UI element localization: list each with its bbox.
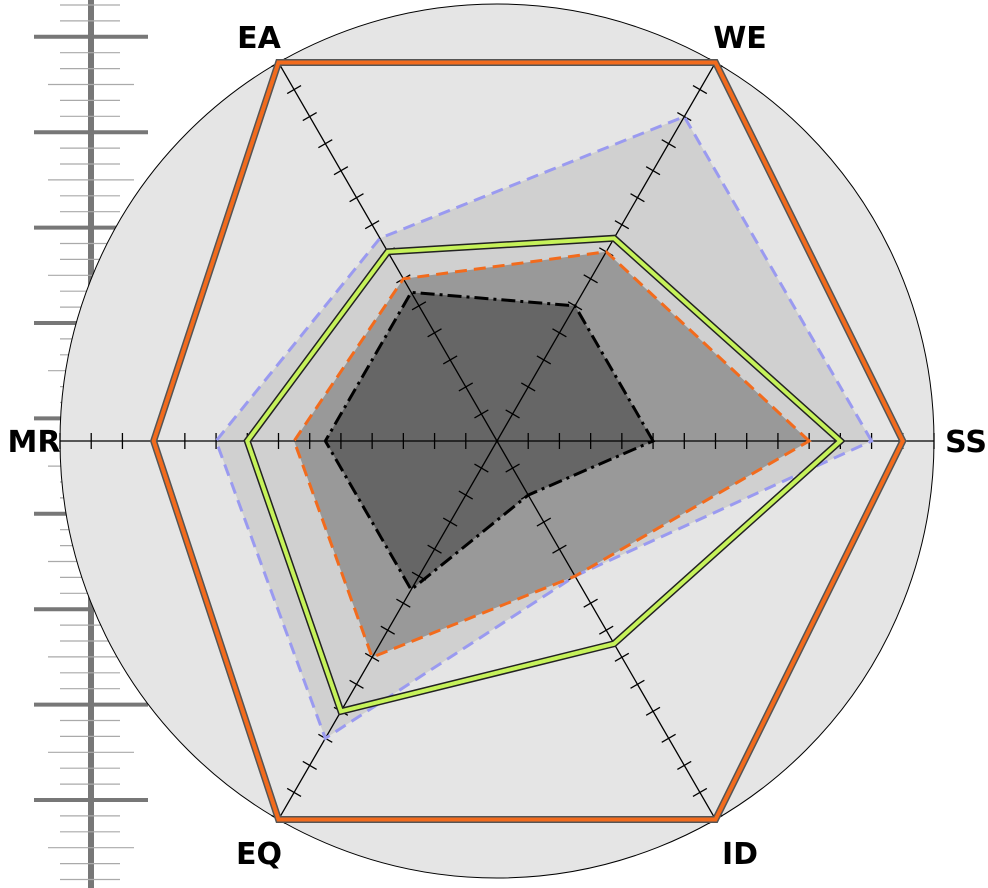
axis-tick (505, 463, 520, 473)
series-lines (149, 59, 907, 823)
axis-tick (630, 193, 645, 203)
axis-tick (474, 463, 489, 473)
axis-tick (302, 112, 317, 122)
axis-tick (302, 760, 317, 770)
axis-tick (614, 220, 630, 230)
axis-label-MR: MR (8, 425, 61, 460)
axis-tick (442, 517, 458, 527)
axis-tick (318, 139, 333, 149)
axis-tick (364, 220, 380, 230)
axis-tick (349, 679, 364, 689)
axis-tick (536, 517, 552, 527)
axis-tick (630, 679, 645, 689)
axis-tick (645, 706, 661, 716)
axis-tick (396, 598, 411, 608)
series-line-3 (292, 250, 812, 660)
axis-tick (458, 382, 474, 392)
axis-tick (552, 544, 567, 554)
axis-tick (349, 193, 364, 203)
axis-tick (427, 544, 442, 554)
axis-tick (677, 760, 692, 770)
axis-tick (333, 166, 349, 176)
axis-tick (505, 409, 520, 419)
axis-tick (583, 274, 598, 284)
axis-tick (364, 652, 380, 662)
axis-tick (520, 382, 536, 392)
axis-tick (645, 166, 661, 176)
axis-tick (661, 733, 676, 743)
series-line-0 (151, 60, 906, 822)
axis-tick (411, 301, 427, 311)
axis-tick (692, 787, 708, 797)
axis-tick (442, 355, 458, 365)
axis-label-EQ: EQ (236, 837, 282, 872)
axis-tick (692, 85, 708, 95)
axis-tick (552, 328, 567, 338)
axis-tick (583, 598, 598, 608)
axis-tick (286, 85, 302, 95)
axis-labels: SS WE EA MR EQ ID (8, 21, 987, 872)
axis-tick (458, 490, 474, 500)
axis-tick (427, 328, 442, 338)
axis-tick (536, 355, 552, 365)
axis-tick (661, 139, 676, 149)
axis-tick (598, 625, 614, 635)
series-line-2 (245, 236, 844, 714)
axis-label-EA: EA (237, 21, 281, 56)
axis-tick (286, 787, 302, 797)
axis-tick (614, 652, 630, 662)
axis-tick (677, 112, 692, 122)
axis-label-ID: ID (722, 837, 758, 872)
series-fills (216, 116, 872, 739)
axis-tick (474, 409, 489, 419)
series-line-4 (323, 290, 656, 592)
axis-label-SS: SS (945, 425, 987, 460)
axis-label-WE: WE (713, 21, 767, 56)
axis-tick (380, 625, 396, 635)
